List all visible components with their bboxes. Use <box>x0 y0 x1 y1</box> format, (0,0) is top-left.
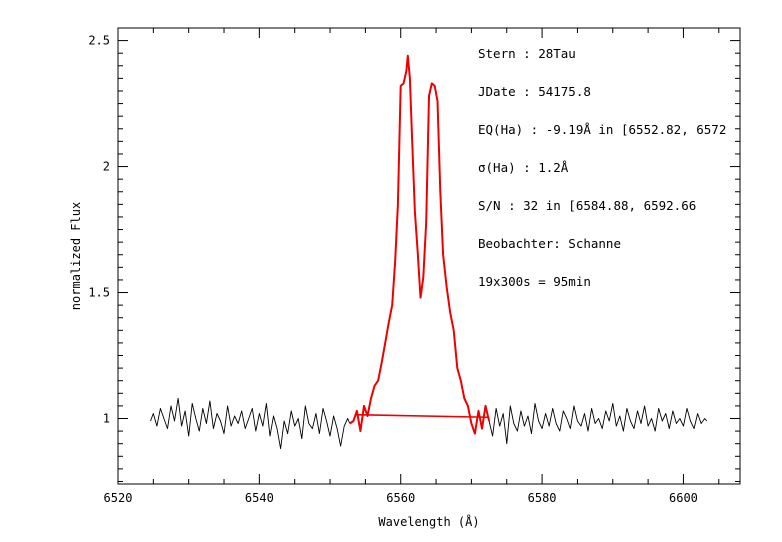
annotation-line: JDate : 54175.8 <box>478 84 591 99</box>
y-axis: 1 1.5 2 2.5 <box>88 27 740 482</box>
spectrum-continuum-segment <box>150 397 351 450</box>
annotation-line: S/N : 32 in [6584.88, 6592.66 <box>478 198 696 213</box>
y-tick-label: 2 <box>103 160 110 174</box>
annotation-block: Stern : 28Tau JDate : 54175.8 EQ(Ha) : -9.… <box>478 46 726 289</box>
series-layer <box>150 54 708 450</box>
plot-frame <box>117 27 741 485</box>
y-tick-label: 2.5 <box>88 34 110 48</box>
halpha-emission-line <box>349 54 491 435</box>
y-tick-label: 1.5 <box>88 286 110 300</box>
x-tick-label: 6540 <box>245 491 274 505</box>
x-tick-label: 6580 <box>528 491 557 505</box>
annotation-line: 19x300s = 95min <box>478 274 591 289</box>
x-axis-title: Wavelength (Å) <box>378 514 479 529</box>
annotation-line: σ(Ha) : 1.2Å <box>478 160 569 175</box>
spectrum-continuum-segment <box>488 402 708 445</box>
annotation-line: Beobachter: Schanne <box>478 236 621 251</box>
y-axis-title: normalized Flux <box>69 202 83 310</box>
x-tick-label: 6560 <box>386 491 415 505</box>
annotation-line: EQ(Ha) : -9.19Å in [6552.82, 6572 <box>478 122 726 137</box>
continuum-baseline <box>354 413 490 419</box>
x-tick-label: 6600 <box>669 491 698 505</box>
annotation-line: Stern : 28Tau <box>478 46 576 61</box>
y-tick-label: 1 <box>103 411 110 425</box>
x-tick-label: 6520 <box>104 491 133 505</box>
x-axis: 6520 6540 6560 6580 6600 <box>104 28 720 505</box>
